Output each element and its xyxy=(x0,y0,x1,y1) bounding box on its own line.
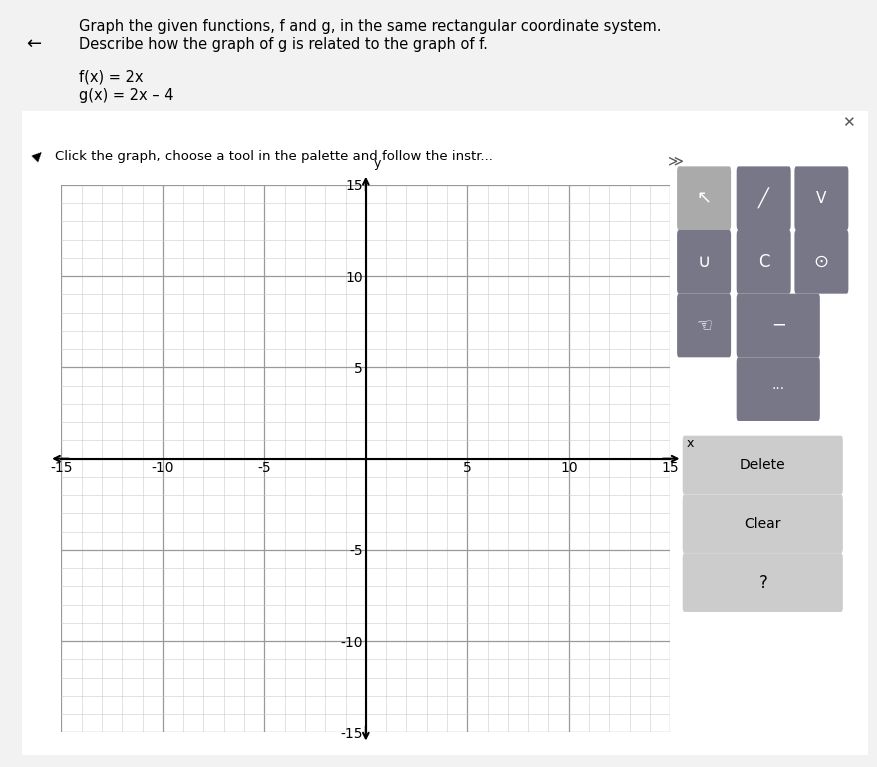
Text: ↖: ↖ xyxy=(696,189,711,207)
Text: Delete: Delete xyxy=(740,458,786,472)
Text: ∪: ∪ xyxy=(697,253,710,271)
FancyBboxPatch shape xyxy=(737,357,820,421)
Text: Graph the given functions, f and g, in the same rectangular coordinate system.: Graph the given functions, f and g, in t… xyxy=(79,19,661,35)
FancyBboxPatch shape xyxy=(682,553,843,612)
FancyBboxPatch shape xyxy=(795,230,848,294)
Text: g(x) = 2x – 4: g(x) = 2x – 4 xyxy=(79,88,174,104)
Text: ···: ··· xyxy=(772,382,785,397)
Text: ☜: ☜ xyxy=(696,317,712,334)
Text: ✕: ✕ xyxy=(842,115,855,130)
Text: ▲: ▲ xyxy=(30,146,46,163)
FancyBboxPatch shape xyxy=(795,166,848,230)
FancyBboxPatch shape xyxy=(677,230,731,294)
Text: ⊙: ⊙ xyxy=(814,253,829,271)
FancyBboxPatch shape xyxy=(737,166,791,230)
Text: ╱: ╱ xyxy=(759,188,769,209)
FancyBboxPatch shape xyxy=(677,166,731,230)
Text: f(x) = 2x: f(x) = 2x xyxy=(79,69,144,84)
Text: y: y xyxy=(374,157,381,170)
Text: ?: ? xyxy=(759,574,767,591)
Text: Selected: none: Selected: none xyxy=(710,682,816,695)
Text: Clear: Clear xyxy=(745,517,781,531)
FancyBboxPatch shape xyxy=(11,103,877,764)
FancyBboxPatch shape xyxy=(682,436,843,495)
FancyBboxPatch shape xyxy=(737,230,791,294)
Text: V: V xyxy=(816,191,827,206)
Text: x: x xyxy=(687,436,694,449)
Text: Click the graph, choose a tool in the palette and follow the instr...: Click the graph, choose a tool in the pa… xyxy=(55,150,493,163)
Text: C: C xyxy=(758,253,769,271)
Text: ≫: ≫ xyxy=(668,154,684,169)
FancyBboxPatch shape xyxy=(677,294,731,357)
Text: ─: ─ xyxy=(773,317,784,334)
Text: Describe how the graph of g is related to the graph of f.: Describe how the graph of g is related t… xyxy=(79,37,488,52)
FancyBboxPatch shape xyxy=(682,495,843,553)
Text: ←: ← xyxy=(26,35,41,52)
FancyBboxPatch shape xyxy=(737,294,820,357)
